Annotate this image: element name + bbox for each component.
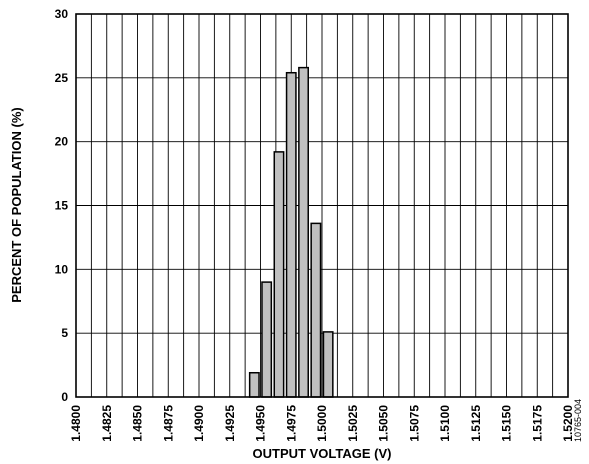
y-axis-title: PERCENT OF POPULATION (%) (9, 107, 24, 302)
histogram-bar (298, 66, 309, 398)
y-tick-label: 15 (55, 199, 69, 213)
x-tick-label: 1.4925 (223, 405, 237, 442)
x-tick-label: 1.5025 (346, 405, 360, 442)
histogram-bar (285, 71, 297, 398)
y-tick-label: 25 (55, 71, 69, 85)
bars (248, 66, 334, 398)
histogram-bar (310, 222, 322, 398)
y-tick-label: 20 (55, 135, 69, 149)
histogram-bar (273, 151, 285, 398)
x-tick-label: 1.5000 (315, 405, 329, 442)
y-tick-labels: 0 5 10 15 20 25 30 (55, 7, 69, 404)
x-tick-label: 1.4875 (161, 405, 175, 442)
histogram-bar (248, 371, 260, 398)
figure-id: 10765-004 (573, 399, 583, 442)
plot-frame (75, 13, 569, 398)
x-tick-label: 1.4800 (69, 405, 83, 442)
x-tick-label: 1.5100 (438, 405, 452, 442)
x-tick-label: 1.5150 (500, 405, 514, 442)
x-tick-label: 1.4850 (131, 405, 145, 442)
x-tick-label: 1.5075 (407, 405, 421, 442)
y-tick-label: 5 (61, 326, 68, 340)
x-tick-label: 1.4950 (254, 405, 268, 442)
histogram-bar (322, 331, 334, 398)
y-tick-label: 10 (55, 262, 69, 276)
x-tick-label: 1.4975 (284, 405, 298, 442)
y-tick-label: 30 (55, 7, 69, 21)
x-tick-label: 1.4900 (192, 405, 206, 442)
x-tick-labels: 1.4800 1.4825 1.4850 1.4875 1.4900 1.4925 1.49… (69, 405, 575, 442)
x-tick-label: 1.5200 (561, 405, 575, 442)
x-tick-label: 1.5175 (530, 405, 544, 442)
x-tick-label: 1.4825 (100, 405, 114, 442)
y-tick-label: 0 (61, 390, 68, 404)
histogram-bar (261, 281, 273, 398)
x-axis-title: OUTPUT VOLTAGE (V) (253, 446, 392, 461)
grid (76, 14, 568, 397)
x-tick-label: 1.5125 (469, 405, 483, 442)
x-tick-label: 1.5050 (377, 405, 391, 442)
